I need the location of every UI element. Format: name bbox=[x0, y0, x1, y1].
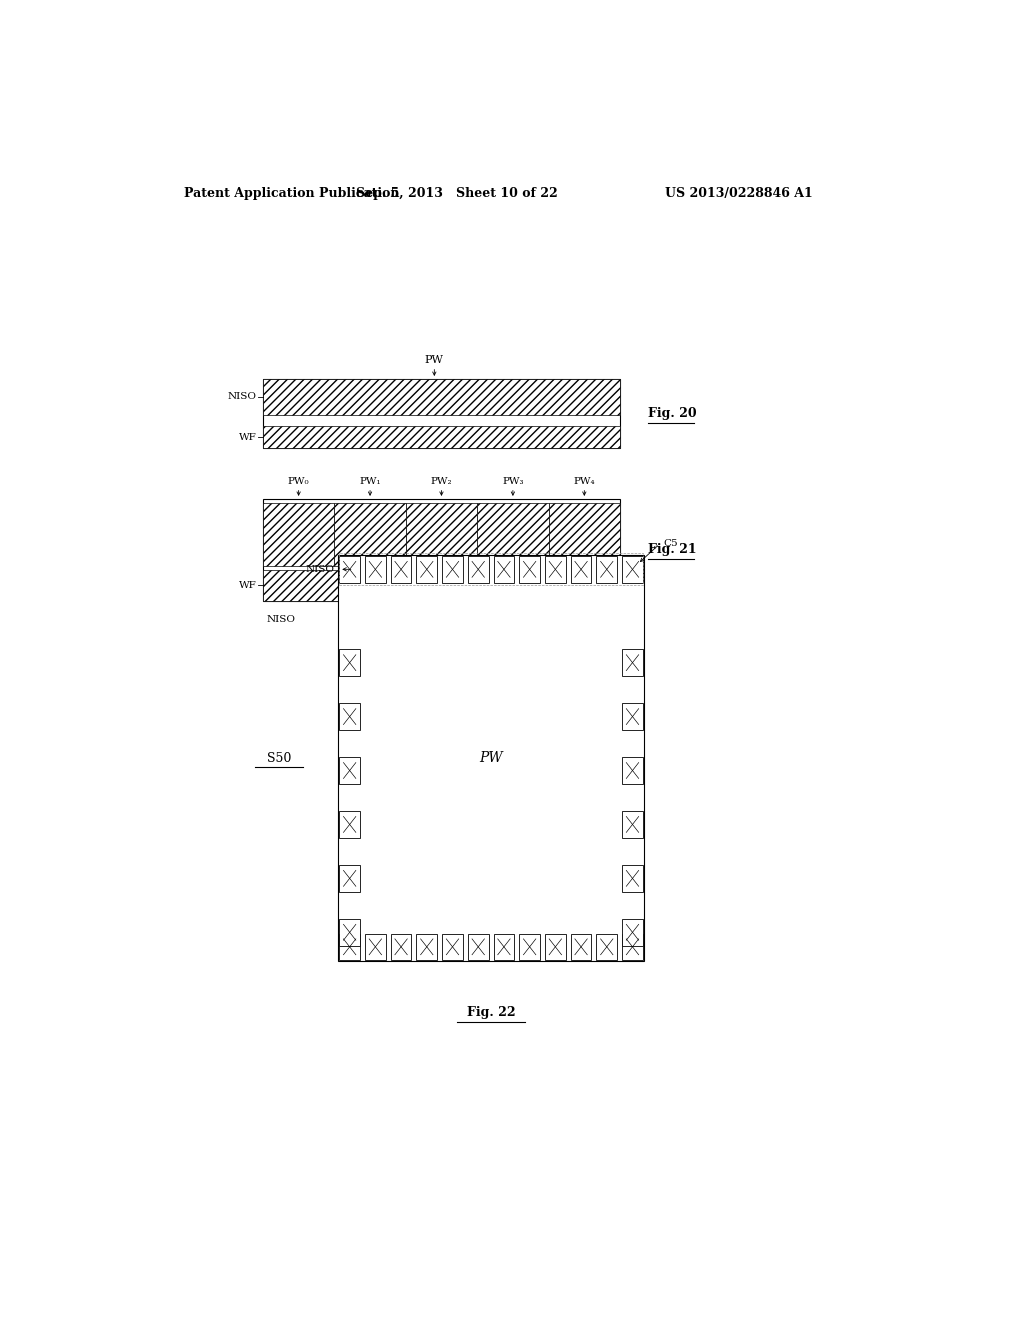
Text: WF: WF bbox=[239, 581, 257, 590]
Bar bbox=[391, 556, 412, 582]
Bar bbox=[545, 556, 565, 582]
Bar bbox=[596, 933, 617, 960]
Bar bbox=[263, 379, 620, 447]
Bar bbox=[339, 758, 360, 784]
Text: PW: PW bbox=[425, 355, 443, 364]
Text: PW₁: PW₁ bbox=[359, 477, 381, 486]
Text: PW₂: PW₂ bbox=[431, 477, 453, 486]
Text: WF: WF bbox=[239, 433, 257, 441]
Bar bbox=[494, 556, 514, 582]
Bar bbox=[263, 570, 620, 601]
Text: C5: C5 bbox=[664, 540, 678, 548]
Bar bbox=[570, 556, 592, 582]
Bar bbox=[623, 933, 643, 960]
Text: Fig. 22: Fig. 22 bbox=[467, 1006, 515, 1019]
Bar bbox=[263, 379, 620, 414]
Bar bbox=[339, 919, 360, 945]
Bar bbox=[623, 812, 643, 838]
Bar bbox=[417, 933, 437, 960]
Bar bbox=[570, 933, 592, 960]
Bar bbox=[468, 933, 488, 960]
Bar bbox=[365, 556, 386, 582]
Bar bbox=[339, 553, 643, 585]
Bar bbox=[519, 556, 540, 582]
Bar bbox=[623, 865, 643, 891]
Text: NISO: NISO bbox=[227, 392, 257, 401]
Text: PW₄: PW₄ bbox=[573, 477, 595, 486]
Text: NISO: NISO bbox=[267, 615, 296, 624]
Bar bbox=[623, 556, 643, 582]
Bar bbox=[334, 503, 406, 566]
Bar bbox=[406, 503, 477, 566]
Bar bbox=[263, 503, 334, 566]
Text: PW₀: PW₀ bbox=[288, 477, 309, 486]
Bar bbox=[623, 758, 643, 784]
Bar bbox=[339, 704, 360, 730]
Bar bbox=[477, 503, 549, 566]
Text: Fig. 20: Fig. 20 bbox=[648, 407, 696, 420]
Bar bbox=[623, 649, 643, 676]
Bar bbox=[263, 499, 620, 601]
Bar bbox=[623, 919, 643, 945]
Bar bbox=[623, 704, 643, 730]
Text: PW: PW bbox=[479, 751, 503, 766]
Text: Sep. 5, 2013   Sheet 10 of 22: Sep. 5, 2013 Sheet 10 of 22 bbox=[356, 187, 558, 201]
Bar bbox=[339, 865, 360, 891]
Bar bbox=[545, 933, 565, 960]
Text: US 2013/0228846 A1: US 2013/0228846 A1 bbox=[666, 187, 813, 201]
Text: S50: S50 bbox=[266, 751, 291, 764]
Bar bbox=[468, 556, 488, 582]
Bar bbox=[339, 933, 360, 960]
Bar bbox=[596, 556, 617, 582]
Bar bbox=[417, 556, 437, 582]
Text: Patent Application Publication: Patent Application Publication bbox=[183, 187, 399, 201]
Bar bbox=[494, 933, 514, 960]
Text: Fig. 21: Fig. 21 bbox=[648, 544, 696, 556]
Text: NISO: NISO bbox=[305, 565, 334, 574]
Text: PW₃: PW₃ bbox=[502, 477, 523, 486]
Bar bbox=[339, 649, 360, 676]
Bar bbox=[263, 426, 620, 447]
Bar bbox=[338, 554, 644, 961]
Bar bbox=[339, 556, 360, 582]
Bar bbox=[519, 933, 540, 960]
Bar bbox=[339, 812, 360, 838]
Bar bbox=[442, 933, 463, 960]
Bar bbox=[442, 556, 463, 582]
Bar bbox=[365, 933, 386, 960]
Bar bbox=[391, 933, 412, 960]
Bar bbox=[549, 503, 621, 566]
